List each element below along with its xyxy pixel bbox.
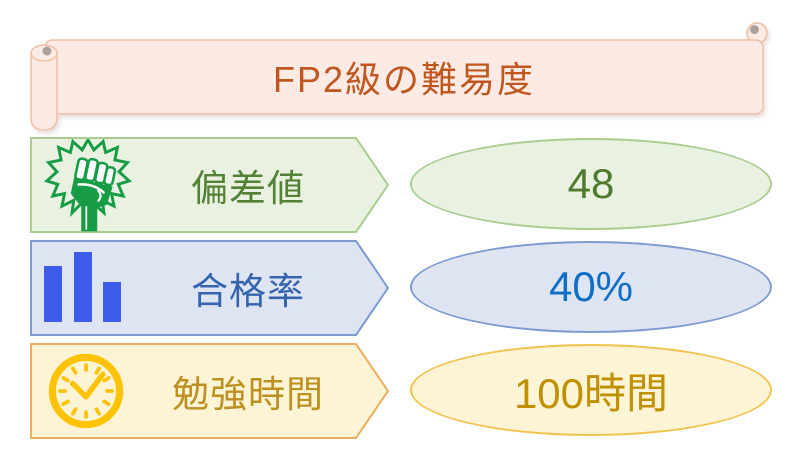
value-ellipse: 48 bbox=[410, 138, 772, 230]
row-value: 48 bbox=[567, 160, 615, 207]
bar-chart-icon bbox=[42, 249, 126, 327]
value-ellipse: 40% bbox=[410, 241, 772, 333]
row-value: 40% bbox=[548, 263, 634, 310]
fist-icon bbox=[42, 139, 134, 233]
value-ellipse: 100時間 bbox=[410, 344, 772, 436]
row-hensachi: 偏差値 48 bbox=[0, 137, 800, 234]
arrow-banner-shape bbox=[30, 343, 390, 439]
row-label: 勉強時間 bbox=[172, 374, 324, 415]
row-label: 偏差値 bbox=[191, 168, 305, 209]
row-label: 合格率 bbox=[191, 271, 305, 312]
row-benkyou-jikan: 勉強時間 100時間 bbox=[0, 343, 800, 440]
scroll-banner-shape bbox=[30, 22, 768, 131]
title-banner: FP2級の難易度 bbox=[0, 0, 800, 140]
row-goukakuritsu: 合格率 40% bbox=[0, 240, 800, 337]
clock-icon bbox=[44, 349, 128, 433]
row-value: 100時間 bbox=[513, 369, 669, 417]
page-title: FP2級の難易度 bbox=[272, 59, 536, 100]
